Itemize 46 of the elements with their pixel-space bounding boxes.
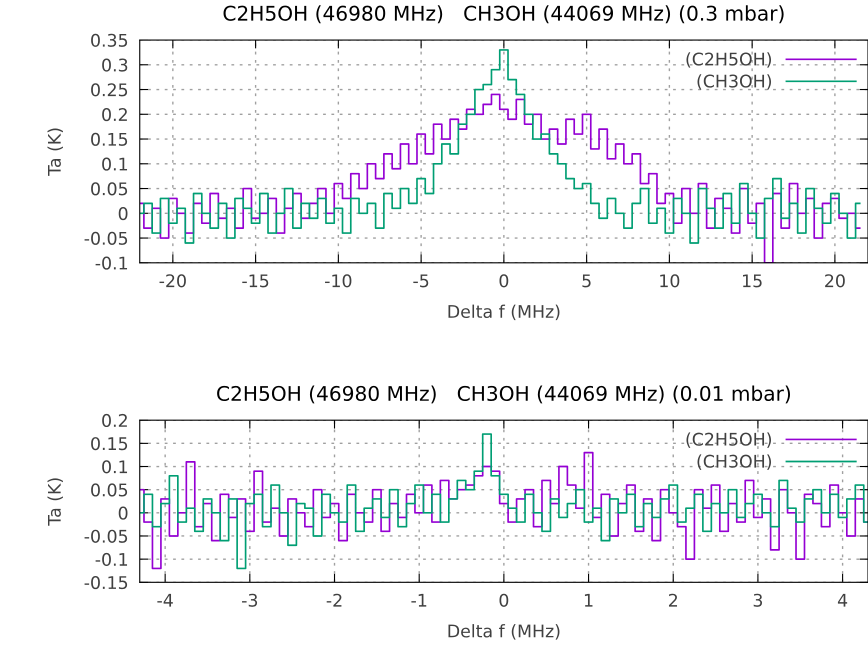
y-tick-label: -0.05 — [84, 530, 128, 543]
x-tick-label: 5 — [582, 274, 591, 288]
y-tick-label: 0.05 — [91, 182, 128, 196]
chart-title: C2H5OH (46980 MHz) CH3OH (44069 MHz) (0.01 mbar) — [217, 385, 790, 404]
y-tick-label: 0.35 — [91, 34, 128, 47]
x-tick-label: 10 — [660, 274, 680, 288]
y-tick-label: 0.15 — [91, 437, 128, 450]
y-tick-label: 0.1 — [102, 157, 128, 171]
y-tick-label: 0.15 — [91, 132, 128, 146]
y-tick-label: 0.05 — [91, 483, 128, 497]
y-tick-label: 0.2 — [102, 108, 127, 122]
legend-label: (C2H5OH) — [686, 52, 772, 68]
legend-label: (C2H5OH) — [686, 432, 772, 448]
x-tick-label: 0 — [499, 594, 508, 607]
y-tick-label: -0.15 — [84, 576, 128, 590]
x-tick-label: 20 — [825, 274, 845, 288]
x-tick-label: -4 — [157, 594, 173, 607]
y-tick-label: 0.3 — [102, 58, 128, 72]
x-tick-label: 1 — [584, 594, 592, 607]
chart-title: C2H5OH (46980 MHz) CH3OH (44069 MHz) (0.3 mbar) — [224, 5, 784, 24]
x-tick-label: 3 — [754, 594, 762, 607]
x-tick-label: -3 — [242, 594, 258, 607]
x-tick-label: 15 — [743, 274, 762, 288]
y-tick-label: 0 — [118, 207, 128, 220]
x-tick-label: 0 — [499, 274, 508, 288]
x-tick-label: -2 — [326, 594, 342, 607]
y-tick-label: 0.2 — [102, 414, 127, 428]
y-tick-label: -0.1 — [96, 256, 128, 270]
y-tick-label: -0.05 — [84, 232, 128, 245]
x-tick-label: -15 — [242, 274, 268, 288]
y-tick-label: 0 — [118, 506, 128, 520]
y-tick-label: 0.1 — [102, 460, 128, 474]
x-axis-title: Delta f (MHz) — [448, 304, 560, 320]
x-tick-label: -5 — [413, 274, 428, 288]
y-tick-label: 0.25 — [91, 83, 128, 96]
x-axis-title: Delta f (MHz) — [448, 624, 560, 640]
x-tick-label: 4 — [838, 594, 848, 607]
x-tick-label: -10 — [325, 274, 352, 288]
y-tick-label: -0.1 — [96, 552, 128, 566]
legend-label: (CH3OH) — [698, 454, 772, 470]
y-axis-title: Ta (K) — [47, 128, 63, 176]
legend-label: (CH3OH) — [698, 74, 772, 90]
y-axis-title: Ta (K) — [47, 478, 63, 526]
x-tick-label: -20 — [160, 274, 186, 288]
x-tick-label: 2 — [668, 594, 678, 607]
x-tick-label: -1 — [411, 594, 426, 607]
